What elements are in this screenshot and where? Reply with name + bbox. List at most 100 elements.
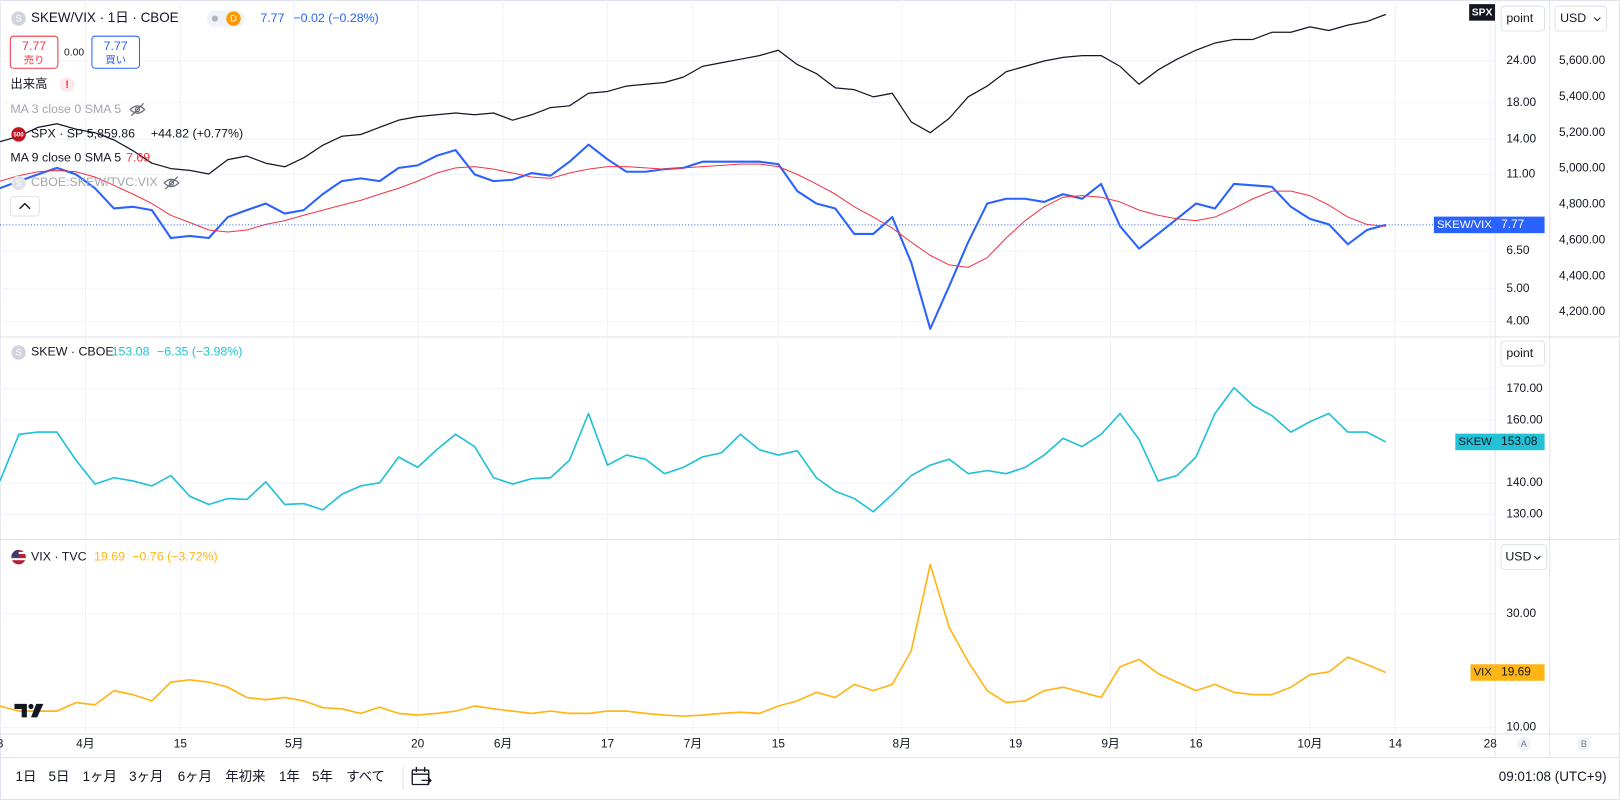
skew-legend: S SKEW · CBOE 153.08 −6.35 (−3.98%): [11, 345, 242, 360]
range-button[interactable]: 1日: [15, 769, 36, 784]
series-line: [0, 13, 1387, 175]
x-tick-label: 20: [411, 736, 425, 750]
range-button[interactable]: 3ヶ月: [129, 769, 163, 784]
alert-mark: !: [65, 79, 69, 91]
x-tick-label: 9月: [1101, 736, 1119, 750]
symbol-title[interactable]: SKEW/VIX · 1日 · CBOE: [31, 10, 179, 25]
scale-mode[interactable]: [1516, 736, 1532, 752]
icon-letter: S: [15, 14, 21, 24]
sell-label: 売り: [24, 54, 45, 67]
x-tick-label: 15: [174, 736, 188, 750]
y2-tick-label: 4,400.00: [1559, 268, 1606, 282]
x-tick-label: 7月: [684, 736, 702, 750]
pill-dot: [211, 15, 218, 22]
range-button[interactable]: 1年: [279, 769, 300, 784]
flag-stripe: [11, 558, 26, 561]
y-tick-label: 24.00: [1506, 53, 1536, 67]
interval-badge: [226, 11, 241, 26]
axis-last-value-box: [1494, 664, 1545, 681]
buy-button[interactable]: [91, 35, 140, 69]
y-tick-label: 18.00: [1506, 95, 1536, 109]
calendar-icon[interactable]: [411, 766, 432, 786]
range-button[interactable]: 6ヶ月: [178, 769, 212, 784]
axis-series-tag: [1455, 433, 1495, 451]
vix-change: −0.76 (−3.72%): [132, 549, 217, 563]
quote-change: −0.02 (−0.28%): [293, 11, 378, 25]
collapse-button[interactable]: [9, 195, 40, 217]
y2-tick-label: 5,600.00: [1559, 53, 1606, 67]
y2-tick-label: 4,200.00: [1559, 304, 1606, 318]
range-button[interactable]: 5年: [312, 769, 333, 784]
x-tick-label: 10月: [1297, 736, 1322, 750]
axis-series-tag: [1433, 216, 1495, 234]
skew-symbol[interactable]: SKEW · CBOE: [31, 345, 114, 359]
vix-symbol[interactable]: VIX · TVC: [31, 549, 87, 563]
main-legend: S SKEW/VIX · 1日 · CBOE D 7.77 −0.02 (−0.…: [9, 10, 379, 217]
currency-button-label: USD: [1505, 549, 1531, 563]
axis-last-value-box: [1494, 433, 1545, 451]
axis-last-value: 153.08: [1501, 434, 1538, 448]
volume-legend[interactable]: 出来高: [10, 77, 47, 91]
currency-button[interactable]: [1500, 544, 1548, 571]
y-tick-label: 140.00: [1506, 475, 1543, 489]
range-button[interactable]: 年初来: [225, 769, 265, 784]
scale-button[interactable]: [1500, 340, 1546, 367]
y2-tick-label: 5,000.00: [1559, 161, 1606, 175]
series-line: [0, 386, 1387, 513]
x-tick-label: 14: [1389, 736, 1403, 750]
buy-price: 7.77: [104, 39, 128, 53]
range-button[interactable]: 1ヶ月: [83, 769, 117, 784]
sell-button[interactable]: [9, 35, 59, 69]
scale-button-label: point: [1506, 346, 1533, 360]
axis-series-name: SKEW/VIX: [1437, 219, 1492, 231]
scale-buttons: point USD point USD: [1500, 5, 1608, 571]
separators: [0, 0, 1620, 759]
spx-icon: [11, 127, 26, 142]
currency-button[interactable]: [1554, 5, 1608, 32]
y-tick-label: 4.00: [1506, 314, 1530, 328]
scale-button[interactable]: [1500, 5, 1546, 32]
y-tick-label: 6.50: [1506, 243, 1530, 257]
spx-quote: 5,859.86: [87, 127, 135, 141]
ma3-legend[interactable]: MA 3 close 0 SMA 5: [10, 102, 121, 116]
x-tick-label: 8月: [892, 736, 910, 750]
spx-tag-label: SPX: [1472, 8, 1493, 19]
icon-letter: S: [15, 347, 21, 357]
toolbar: 09:01:08 (UTC+9) 1日 5日 1ヶ月 3ヶ月 6ヶ月 年初来 1年 5年 すべて: [15, 766, 1607, 790]
buy-label: 買い: [105, 55, 126, 67]
series-line: [0, 563, 1387, 718]
range-button[interactable]: すべて: [346, 769, 385, 784]
x-tick-label: 19: [1009, 736, 1023, 750]
clock[interactable]: 09:01:08 (UTC+9): [1499, 769, 1607, 784]
y2-tick-label: 4,800.00: [1559, 197, 1606, 211]
scale-mode[interactable]: [1576, 736, 1592, 752]
y-tick-label: 5.00: [1506, 281, 1530, 295]
y2-tick-label: 5,200.00: [1559, 125, 1606, 139]
ma9-legend[interactable]: MA 9 close 0 SMA 5: [10, 150, 121, 164]
axis-series-name: VIX: [1474, 667, 1493, 679]
x-tick-label: 8: [0, 736, 4, 750]
compare-legend[interactable]: CBOE:SKEW/TVC:VIX: [31, 175, 158, 189]
hidden-icon[interactable]: [163, 176, 180, 190]
vix-legend: VIX · TVC 19.69 −0.76 (−3.72%): [11, 549, 218, 565]
spx-symbol[interactable]: SPX · SP: [31, 127, 83, 141]
quote: 7.77: [260, 11, 284, 25]
axis-series-tag: [1470, 664, 1495, 681]
axis-last-value: 7.77: [1501, 217, 1524, 231]
collapse-icon: [19, 202, 31, 210]
axis-last-value: 19.69: [1501, 665, 1531, 679]
range-button[interactable]: 5日: [49, 769, 70, 784]
vix-quote: 19.69: [94, 549, 125, 563]
x-tick-label: 28: [1484, 736, 1498, 750]
hidden-icon[interactable]: [129, 102, 146, 117]
spread: 0.00: [64, 47, 84, 58]
skew-change: −6.35 (−3.98%): [157, 345, 242, 359]
axis-last-value-box: [1494, 216, 1545, 234]
x-tick-label: 16: [1189, 736, 1203, 750]
x-tick-label: 4月: [76, 736, 94, 750]
y-tick-label: 10.00: [1506, 720, 1536, 734]
axis-series-name: SKEW: [1458, 436, 1492, 448]
